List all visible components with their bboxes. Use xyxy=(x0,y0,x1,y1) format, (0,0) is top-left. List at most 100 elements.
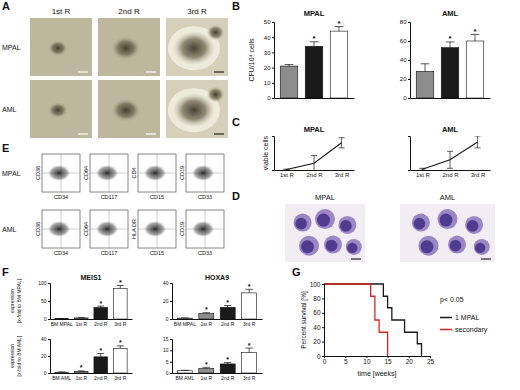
tick: 50 xyxy=(264,19,274,25)
plot-frame xyxy=(186,154,224,192)
tick-label: 20 xyxy=(400,76,407,82)
bar xyxy=(55,318,69,319)
line-chart: 1st R2nd R3rd RMPALviable cells xyxy=(262,125,355,178)
tick: 80 xyxy=(313,295,324,302)
error-cap xyxy=(181,370,189,371)
tick-label: 10 xyxy=(363,358,371,365)
error-cap xyxy=(78,317,85,318)
error-cap xyxy=(447,168,453,169)
photo xyxy=(166,18,228,76)
photo xyxy=(98,80,160,138)
cell xyxy=(324,236,342,254)
error-cap xyxy=(283,169,289,170)
axis-title: viable cells xyxy=(262,135,269,170)
error-cap xyxy=(419,170,425,171)
annotation: * xyxy=(312,34,316,43)
tick-label: 2nd R xyxy=(442,172,459,178)
error-bar xyxy=(245,289,253,293)
cell xyxy=(465,216,483,234)
bar xyxy=(74,371,88,373)
plot-area xyxy=(324,284,422,356)
axis-title: [x-fold to BM AML] xyxy=(16,335,22,376)
tick-label: 0 xyxy=(323,358,327,365)
flow-plot: CD15HLA DR xyxy=(131,210,176,256)
tick-mark xyxy=(272,98,274,99)
error-bar xyxy=(339,138,345,148)
axis-title: CD4 xyxy=(131,167,137,178)
legend: 1 MPALsecondary xyxy=(440,314,488,334)
bar xyxy=(113,288,127,319)
plot-area xyxy=(177,348,256,373)
tick: 5 xyxy=(166,359,172,365)
axis-title: CD117 xyxy=(101,194,118,200)
flow-plot: CD117 CD64 xyxy=(83,154,128,200)
error-bar xyxy=(419,168,425,170)
figure: ABCDEFG1st R2nd R3rd RMPALAML01020304050… xyxy=(0,0,520,390)
tick: 1st R xyxy=(200,321,212,327)
tick: 40 xyxy=(163,280,172,286)
tick: 20 xyxy=(163,298,172,304)
axis-line xyxy=(411,98,491,99)
plot-frame xyxy=(42,154,80,192)
plot-frame xyxy=(138,154,176,192)
axis: 051015 xyxy=(163,336,173,376)
tick-label: 0 xyxy=(267,95,271,101)
tick: 60 xyxy=(313,309,324,316)
legend-swatch xyxy=(440,329,452,331)
colony xyxy=(48,102,68,118)
tick-label: 3rd R xyxy=(114,375,127,381)
flow-plot: CD34CD38 xyxy=(35,210,80,256)
bar xyxy=(441,48,459,98)
scale-bar xyxy=(146,71,156,72)
tick: 2nd R xyxy=(442,172,459,178)
bar xyxy=(220,364,235,373)
plot-frame xyxy=(90,210,128,248)
tick: 2nd R xyxy=(306,172,323,178)
tick: 3rd R xyxy=(114,321,127,327)
error-bar xyxy=(421,64,430,72)
axis-title: time [weeks] xyxy=(358,370,397,378)
tick: 5 xyxy=(344,356,348,365)
nucleus xyxy=(301,240,314,253)
tick: BM AML xyxy=(175,375,194,381)
tick: 10 xyxy=(363,356,371,365)
data-line xyxy=(422,142,477,169)
tick: 20 xyxy=(406,356,414,365)
photo-background xyxy=(98,80,160,138)
axis-line xyxy=(322,285,325,357)
bar xyxy=(199,314,214,319)
axis-line xyxy=(408,137,411,171)
tick-label: 80 xyxy=(400,19,407,25)
error-cap xyxy=(339,147,345,148)
legend-label: 1 MPAL xyxy=(455,314,479,321)
axis-line xyxy=(170,340,173,374)
axis-title: CD64 xyxy=(83,166,89,180)
plot-frame xyxy=(42,210,80,248)
bar xyxy=(94,307,108,319)
tick-mark xyxy=(322,356,324,357)
tick-mark xyxy=(170,319,172,320)
tick: 3rd R xyxy=(471,172,486,178)
bar xyxy=(242,353,257,373)
annotation: * xyxy=(248,283,251,290)
annotation: * xyxy=(248,342,251,349)
tick-label: 2nd R xyxy=(221,321,235,327)
column-label: 3rd R xyxy=(187,7,207,16)
nucleus xyxy=(317,214,330,227)
panel-label: B xyxy=(232,0,240,12)
column-label: 1st R xyxy=(52,7,71,16)
axis: BM MPAL1st R2nd R3rd R xyxy=(173,320,263,327)
panel-label: G xyxy=(292,266,301,278)
bar xyxy=(280,66,298,98)
tick: 0 xyxy=(166,316,172,322)
tick: 1st R xyxy=(200,375,212,381)
error-cap xyxy=(419,168,425,169)
axis xyxy=(408,137,411,171)
tick: 20 xyxy=(41,353,50,359)
axis-title: Percent survival [%] xyxy=(300,291,308,349)
tick-label: 0 xyxy=(44,316,47,322)
axis: 1st R2nd R3rd R xyxy=(275,171,355,179)
scale-bar xyxy=(146,133,156,134)
event-cloud xyxy=(96,165,118,181)
tick-label: 0 xyxy=(166,316,169,322)
